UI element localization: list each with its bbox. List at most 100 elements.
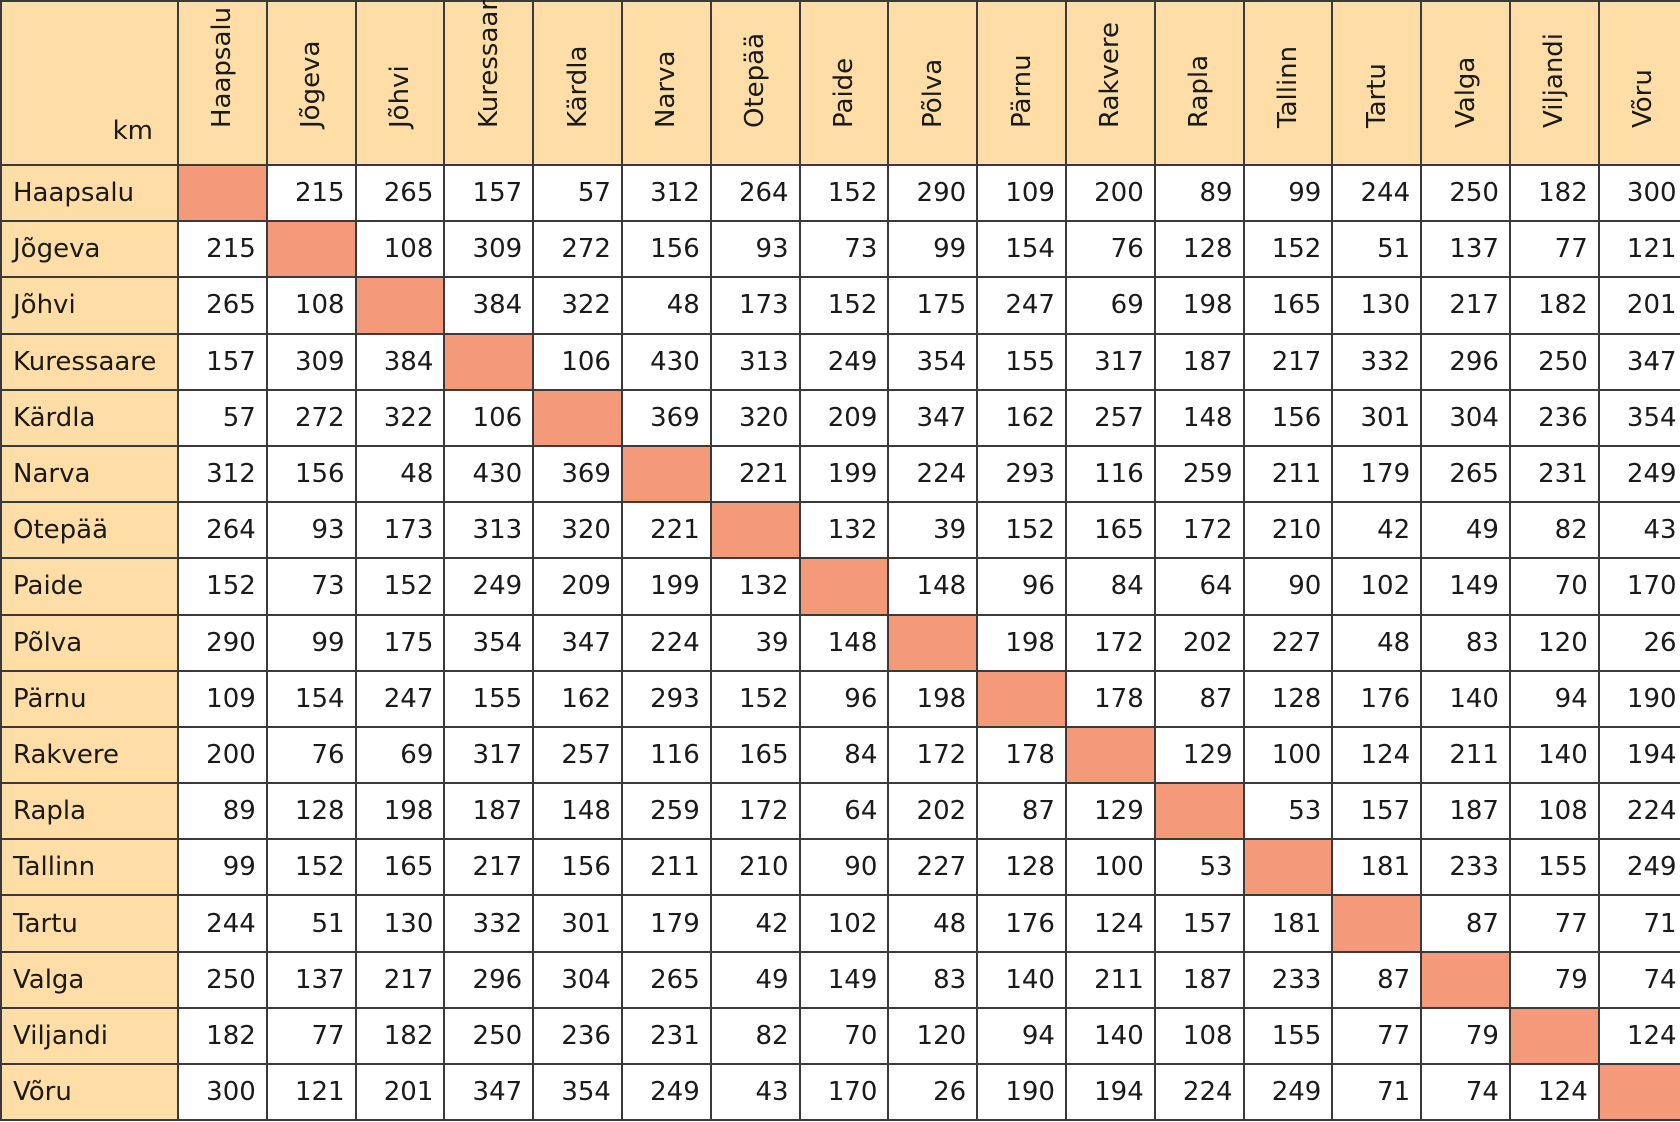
distance-cell: 148 [887, 557, 979, 616]
row-header: Narva [0, 444, 179, 504]
distance-cell: 172 [1064, 613, 1156, 672]
column-header: Tartu [1331, 0, 1423, 166]
distance-cell: 264 [709, 163, 801, 223]
distance-cell: 249 [443, 557, 535, 616]
distance-cell: 79 [1508, 950, 1600, 1009]
distance-cell: 124 [1597, 1006, 1680, 1066]
distance-cell: 347 [443, 1062, 535, 1122]
column-header: Jõgeva [265, 0, 357, 166]
distance-cell: 148 [1153, 388, 1245, 447]
distance-cell: 304 [532, 950, 623, 1009]
diagonal-cell [1242, 838, 1334, 897]
distance-cell: 96 [976, 557, 1067, 616]
distance-cell: 108 [1153, 1006, 1245, 1066]
distance-cell: 77 [1331, 1006, 1423, 1066]
distance-cell: 155 [1508, 838, 1600, 897]
table-row: Haapsalu 215 265 157 57 312 264 152 290 109 200 89 9… [0, 163, 1680, 223]
distance-cell: 300 [177, 1062, 268, 1122]
distance-cell: 79 [1420, 1006, 1511, 1066]
distance-cell: 224 [1153, 1062, 1245, 1122]
distance-cell: 172 [1153, 501, 1245, 560]
distance-cell: 137 [265, 950, 357, 1009]
distance-cell: 257 [1064, 388, 1156, 447]
distance-cell: 39 [887, 501, 979, 560]
distance-cell: 165 [709, 725, 801, 785]
distance-cell: 227 [1242, 613, 1334, 672]
table-row: Kärdla 57 272 322 106 369 320 209 347 162 257 148 15… [0, 388, 1680, 447]
distance-cell: 53 [1153, 838, 1245, 897]
column-header-label: Otepää [740, 32, 771, 128]
distance-cell: 57 [177, 388, 268, 447]
distance-cell: 200 [1064, 163, 1156, 223]
row-header: Rakvere [0, 725, 179, 785]
distance-cell: 48 [887, 894, 979, 953]
distance-cell: 249 [1597, 444, 1680, 504]
distance-cell: 236 [1508, 388, 1600, 447]
distance-cell: 178 [976, 725, 1067, 785]
diagonal-cell [887, 613, 979, 672]
distance-cell: 82 [709, 1006, 801, 1066]
distance-cell: 51 [265, 894, 357, 953]
row-header: Põlva [0, 613, 179, 672]
distance-cell: 217 [443, 838, 535, 897]
distance-cell: 178 [1064, 669, 1156, 728]
distance-cell: 179 [620, 894, 712, 953]
distance-cell: 69 [354, 725, 446, 785]
distance-cell: 157 [443, 163, 535, 223]
distance-cell: 90 [1242, 557, 1334, 616]
distance-cell: 140 [1508, 725, 1600, 785]
distance-cell: 249 [798, 332, 890, 391]
distance-cell: 296 [1420, 332, 1511, 391]
distance-cell: 172 [887, 725, 979, 785]
column-header: Viljandi [1508, 0, 1600, 166]
distance-cell: 198 [354, 782, 446, 841]
distance-cell: 354 [887, 332, 979, 391]
distance-cell: 322 [354, 388, 446, 447]
distance-cell: 224 [620, 613, 712, 672]
distance-cell: 264 [177, 501, 268, 560]
distance-cell: 152 [798, 163, 890, 223]
distance-cell: 211 [620, 838, 712, 897]
distance-cell: 162 [532, 669, 623, 728]
distance-cell: 69 [1064, 276, 1156, 335]
column-header: Jõhvi [354, 0, 446, 166]
distance-cell: 210 [1242, 501, 1334, 560]
distance-cell: 249 [620, 1062, 712, 1122]
distance-cell: 162 [976, 388, 1067, 447]
distance-cell: 198 [1153, 276, 1245, 335]
table-row: Kuressaare 157 309 384 106 430 313 249 354 155 317… [0, 332, 1680, 391]
distance-cell: 187 [1420, 782, 1511, 841]
distance-cell: 152 [976, 501, 1067, 560]
distance-cell: 140 [976, 950, 1067, 1009]
distance-cell: 244 [177, 894, 268, 953]
distance-cell: 155 [1242, 1006, 1334, 1066]
distance-cell: 170 [1597, 557, 1680, 616]
distance-cell: 317 [443, 725, 535, 785]
distance-cell: 108 [1508, 782, 1600, 841]
distance-cell: 109 [976, 163, 1067, 223]
distance-cell: 272 [265, 388, 357, 447]
distance-cell: 48 [1331, 613, 1423, 672]
distance-cell: 43 [709, 1062, 801, 1122]
distance-cell: 74 [1597, 950, 1680, 1009]
row-header: Rapla [0, 782, 179, 841]
distance-cell: 99 [265, 613, 357, 672]
diagonal-cell [1064, 725, 1156, 785]
distance-cell: 152 [709, 669, 801, 728]
distance-cell: 87 [1331, 950, 1423, 1009]
distance-cell: 64 [1153, 557, 1245, 616]
distance-cell: 120 [887, 1006, 979, 1066]
distance-cell: 244 [1331, 163, 1423, 223]
distance-cell: 57 [532, 163, 623, 223]
distance-cell: 182 [354, 1006, 446, 1066]
column-header: Pärnu [976, 0, 1067, 166]
column-header: Rapla [1153, 0, 1245, 166]
distance-cell: 106 [532, 332, 623, 391]
distance-cell: 301 [532, 894, 623, 953]
distance-cell: 156 [1242, 388, 1334, 447]
distance-cell: 231 [1508, 444, 1600, 504]
distance-cell: 148 [798, 613, 890, 672]
distance-cell: 210 [709, 838, 801, 897]
diagonal-cell [620, 444, 712, 504]
